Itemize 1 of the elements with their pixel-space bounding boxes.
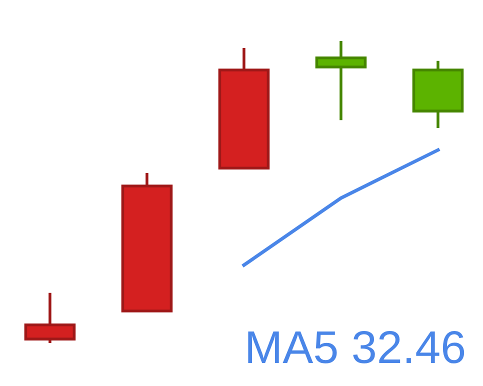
annotation: MA5 32.46 xyxy=(248,330,464,364)
